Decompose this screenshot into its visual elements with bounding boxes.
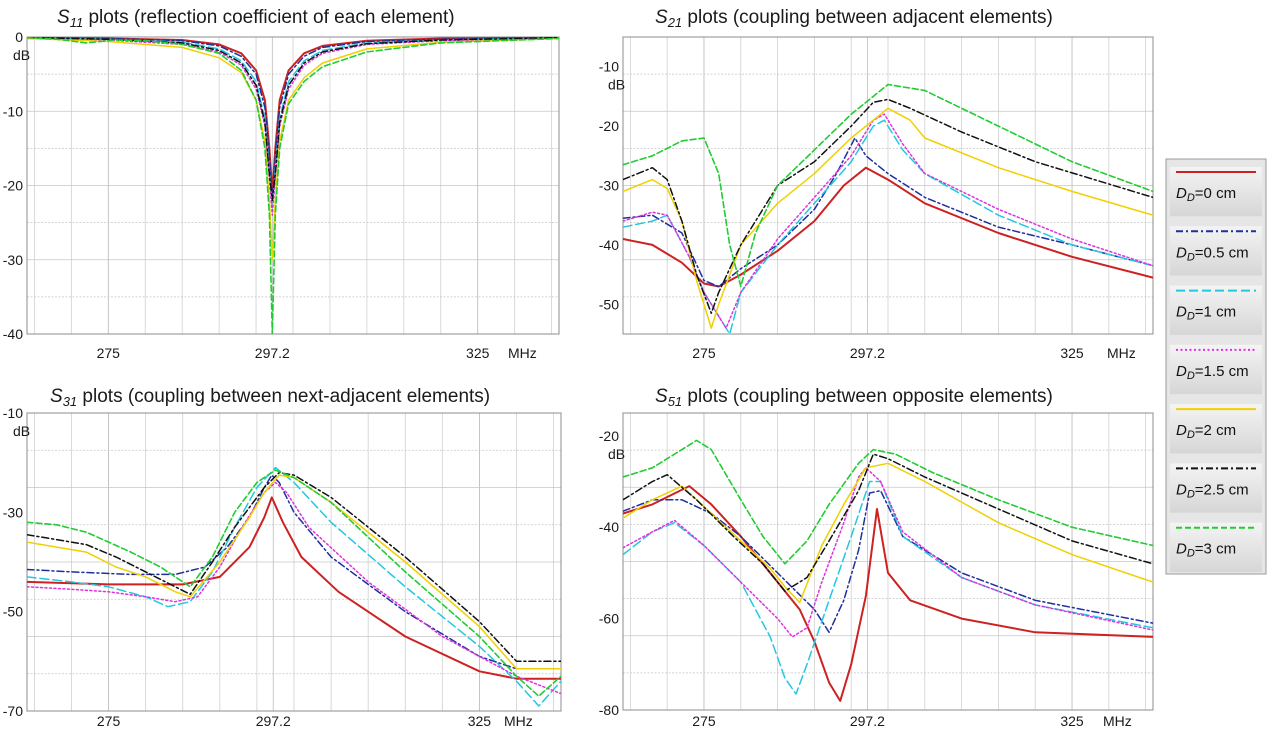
legend-label: DD=1 cm [1176,304,1236,323]
y-tick-label: -10 [599,59,619,75]
x-axis-label: MHz [508,345,537,361]
series-line-d-d-2-5-cm [27,471,561,663]
x-tick-label: 275 [692,345,716,361]
y-tick-label: -70 [3,703,23,719]
series-line-d-d-0-cm [27,496,561,680]
y-tick-label: -40 [3,326,23,342]
series-line-d-d-0-cm [623,166,1153,288]
series-line-d-d-2-5-cm [27,37,559,202]
y-axis-label: dB [13,423,30,439]
chart-title: S11 plots (reflection coefficient of eac… [57,7,455,30]
x-tick-label: 297.2 [256,713,291,729]
legend-row-bg [1170,522,1262,572]
series-line-d-d-1-5-cm [623,467,1153,638]
y-tick-label: -30 [3,252,23,268]
y-tick-label: -50 [3,604,23,620]
legend-label: DD=2.5 cm [1176,481,1249,500]
plot-frame [622,36,1154,335]
x-tick-label: 325 [1060,345,1084,361]
y-axis-label: dB [608,446,625,462]
y-tick-label: -20 [599,428,619,444]
series-line-d-d-1-5-cm [27,37,559,216]
x-tick-label: 325 [468,713,492,729]
legend-label: DD=1.5 cm [1176,363,1249,382]
x-tick-label: 325 [1060,713,1084,729]
x-axis-label: MHz [504,713,533,729]
legend-row-bg [1170,226,1262,276]
series-line-d-d-0-cm [623,485,1153,702]
plot-frame [26,36,560,335]
x-tick-label: 297.2 [850,345,885,361]
y-tick-label: 0 [15,29,23,45]
x-tick-label: 275 [692,713,716,729]
y-axis-label: dB [13,47,30,63]
x-tick-label: 275 [97,345,121,361]
legend-row-bg [1170,344,1262,395]
series-line-d-d-2-5-cm [623,453,1153,592]
x-axis-label: MHz [1103,713,1132,729]
series-line-d-d-1-cm [27,466,561,707]
plot-frame [622,412,1154,711]
grid [27,413,561,711]
series-group [623,83,1153,334]
y-tick-label: -30 [3,504,23,520]
x-tick-label: 275 [97,713,121,729]
legend-label: DD=0.5 cm [1176,244,1249,263]
y-tick-label: -30 [599,178,619,194]
chart-panel-s21: -10 -20 -30 -40 -50 dB 275 297.2 325 MHz S21 plots… [599,7,1154,361]
grid [623,413,1153,710]
series-line-d-d-0-5-cm [27,474,561,670]
y-axis-label: dB [608,77,625,93]
chart-title: S31 plots (coupling between next-adjacen… [50,386,490,409]
y-tick-label: -50 [599,296,619,312]
plot-frame [26,412,562,712]
x-tick-label: 297.2 [850,713,885,729]
series-line-d-d-2-cm [623,107,1153,329]
legend-row-bg [1170,167,1262,217]
chart-panel-s31: -10 -30 -50 -70 dB 275 297.2 325 MHz S31 plots (c… [3,386,562,729]
y-tick-label: -40 [599,237,619,253]
series-line-d-d-0-5-cm [27,37,559,202]
legend-row-bg [1170,285,1262,335]
series-line-d-d-3-cm [623,83,1153,288]
series-line-d-d-0-5-cm [623,489,1153,634]
series-line-d-d-2-cm [27,474,561,670]
legend-row-bg [1170,463,1262,513]
y-tick-label: -40 [599,519,619,535]
y-tick-label: -10 [3,405,23,421]
y-tick-label: -10 [3,103,23,119]
series-group [27,37,559,334]
series-group [27,466,561,707]
grid [27,37,559,334]
x-axis-label: MHz [1107,345,1136,361]
chart-title: S21 plots (coupling between adjacent ele… [655,7,1053,30]
series-group [623,439,1153,702]
y-tick-label: -20 [3,178,23,194]
y-tick-label: -80 [599,702,619,718]
chart-panel-s51: -20 -40 -60 -80 dB 275 297.2 325 MHz S51 plots (c… [599,386,1154,729]
series-line-d-d-1-cm [623,480,1153,695]
legend-label: DD=2 cm [1176,422,1236,441]
series-line-d-d-2-cm [27,37,559,261]
legend: DD=0 cm DD=0.5 cm DD=1 cm DD=1.5 cm DD=2 cm D… [1165,158,1267,575]
y-tick-label: -60 [599,611,619,627]
series-line-d-d-3-cm [623,439,1153,565]
series-line-d-d-1-5-cm [623,113,1153,329]
chart-title: S51 plots (coupling between opposite ele… [655,386,1053,409]
y-tick-label: -20 [599,118,619,134]
legend-label: DD=0 cm [1176,185,1236,204]
series-line-d-d-3-cm [27,469,561,697]
series-line-d-d-1-cm [27,37,559,209]
legend-row-bg [1170,404,1262,454]
x-tick-label: 297.2 [255,345,290,361]
chart-panel-s11: 0 -10 -20 -30 -40 dB 275 297.2 325 MHz S11 plots (… [3,7,560,361]
legend-label: DD=3 cm [1176,541,1236,560]
x-tick-label: 325 [466,345,490,361]
